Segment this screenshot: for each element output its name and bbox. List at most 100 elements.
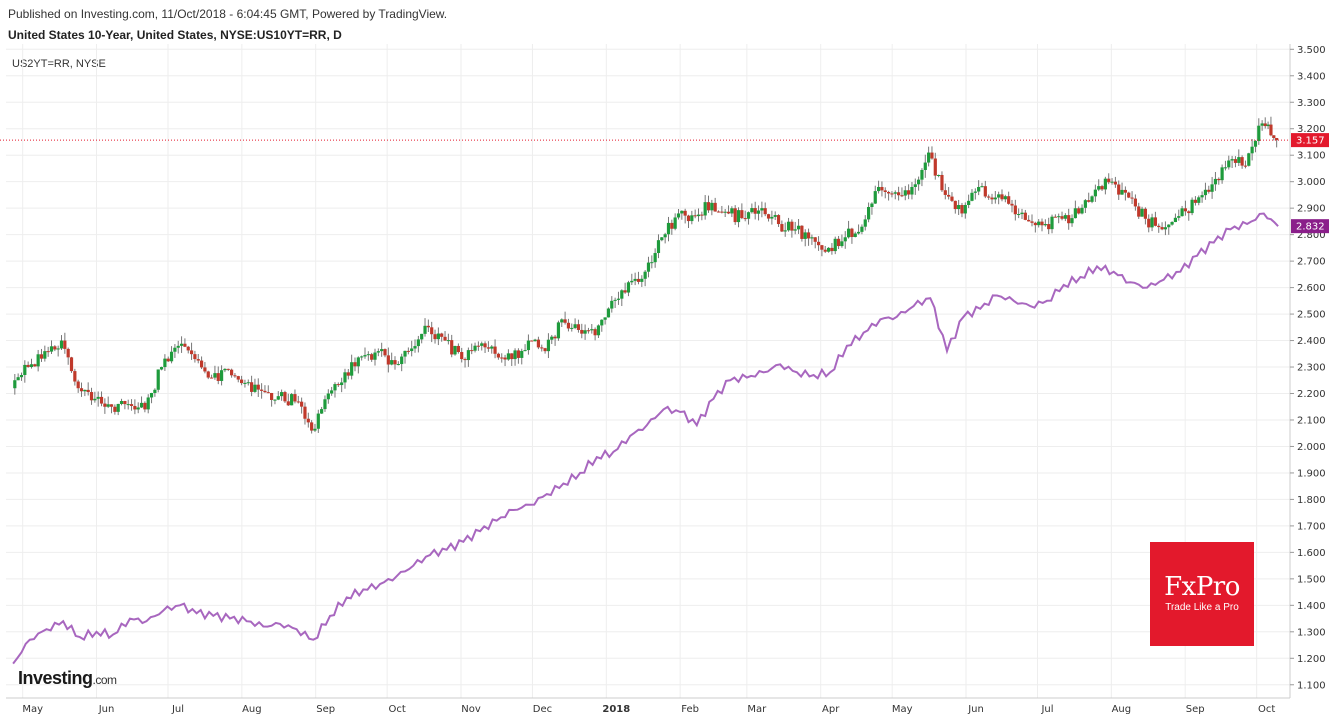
candle-body bbox=[570, 327, 574, 329]
candle-body bbox=[760, 208, 764, 211]
candle-body bbox=[546, 339, 551, 352]
candle-body bbox=[806, 232, 811, 239]
candle-body bbox=[530, 340, 534, 342]
candle-body bbox=[1257, 125, 1261, 141]
candle-body bbox=[1240, 157, 1244, 166]
candle-body bbox=[196, 359, 200, 361]
x-tick-label: Aug bbox=[242, 704, 262, 715]
candle-body bbox=[466, 350, 470, 361]
candle-body bbox=[1117, 184, 1121, 195]
candle-body bbox=[446, 340, 450, 342]
candle-body bbox=[1033, 222, 1037, 226]
candle-body bbox=[1147, 218, 1151, 228]
candle-body bbox=[39, 354, 44, 359]
candle-body bbox=[773, 215, 777, 217]
candle-body bbox=[393, 360, 397, 365]
candle-body bbox=[1230, 159, 1234, 161]
candle-body bbox=[743, 218, 747, 220]
candle-body bbox=[993, 197, 997, 200]
y-tick-label: 2.100 bbox=[1297, 415, 1326, 426]
candle-body bbox=[1272, 135, 1276, 138]
candle-body bbox=[266, 392, 270, 394]
candle-body bbox=[313, 428, 317, 431]
y-tick-label: 3.300 bbox=[1297, 98, 1326, 109]
candle-body bbox=[997, 194, 1001, 198]
candle-body bbox=[376, 351, 380, 353]
candle-body bbox=[917, 179, 921, 185]
candle-body bbox=[840, 241, 844, 247]
y-tick-label: 1.100 bbox=[1297, 680, 1326, 691]
candle-body bbox=[33, 364, 37, 367]
candle-body bbox=[416, 339, 420, 347]
candle-body bbox=[246, 382, 250, 384]
candle-body bbox=[860, 226, 864, 232]
published-caption: Published on Investing.com, 11/Oct/2018 … bbox=[8, 7, 448, 21]
candle-body bbox=[236, 376, 240, 380]
candle-body bbox=[400, 356, 404, 365]
candle-body bbox=[696, 214, 701, 217]
candle-body bbox=[596, 325, 601, 336]
candle-body bbox=[706, 202, 711, 211]
candle-body bbox=[366, 354, 370, 356]
candle-body bbox=[93, 398, 97, 401]
candle-body bbox=[1183, 208, 1188, 212]
candle-body bbox=[216, 373, 220, 381]
candle-body bbox=[716, 211, 721, 213]
candle-body bbox=[600, 319, 604, 326]
candle-body bbox=[206, 371, 210, 378]
compare-series bbox=[12, 212, 1279, 665]
candle-body bbox=[423, 325, 427, 334]
candle-body bbox=[213, 373, 217, 378]
candle-body bbox=[410, 348, 414, 352]
y-tick-label: 1.800 bbox=[1297, 495, 1326, 506]
compare-last-badge-text: 2.832 bbox=[1296, 222, 1325, 233]
candle-body bbox=[1063, 215, 1067, 219]
candle-body bbox=[930, 152, 934, 159]
candle-body bbox=[29, 364, 34, 368]
candle-body bbox=[923, 162, 927, 170]
candle-body bbox=[673, 217, 677, 229]
candle-body bbox=[800, 225, 804, 239]
candle-body bbox=[396, 364, 400, 366]
compare-line bbox=[12, 212, 1279, 665]
candle-body bbox=[260, 389, 264, 391]
candle-body bbox=[310, 422, 314, 431]
candle-body bbox=[543, 348, 547, 352]
candle-body bbox=[623, 290, 627, 293]
candle-body bbox=[286, 401, 290, 406]
price-axis[interactable]: 3.500 3.400 3.300 3.200 3.100 3.000 2.900 2.800… bbox=[1289, 44, 1326, 698]
candle-body bbox=[770, 216, 774, 219]
candle-body bbox=[383, 349, 387, 356]
x-tick-label: May bbox=[22, 704, 43, 715]
candle-body bbox=[296, 401, 300, 403]
candle-body bbox=[263, 390, 267, 393]
candle-body bbox=[676, 213, 681, 218]
candle-body bbox=[1140, 208, 1144, 217]
candle-body bbox=[500, 357, 504, 359]
candle-body bbox=[746, 212, 751, 219]
candle-body bbox=[250, 382, 254, 392]
candle-body bbox=[856, 231, 861, 234]
candle-body bbox=[1167, 224, 1171, 228]
candle-body bbox=[290, 394, 294, 406]
candle-body bbox=[496, 353, 500, 358]
candle-body bbox=[813, 237, 817, 242]
candle-body bbox=[650, 262, 654, 264]
time-axis[interactable]: May Jun Jul Aug Sep Oct Nov Dec 2018 Feb Mar Apr May… bbox=[6, 697, 1290, 715]
candle-body bbox=[556, 322, 561, 339]
candle-body bbox=[106, 404, 110, 407]
candle-body bbox=[740, 210, 744, 219]
candle-body bbox=[103, 403, 107, 407]
candle-body bbox=[967, 200, 971, 205]
candle-body bbox=[1050, 216, 1054, 230]
last-price-badge bbox=[1291, 133, 1329, 148]
candle-body bbox=[293, 394, 297, 402]
y-tick-label: 3.100 bbox=[1297, 151, 1326, 162]
y-tick-label: 2.400 bbox=[1297, 336, 1326, 347]
candle-body bbox=[436, 333, 440, 340]
candle-body bbox=[183, 343, 187, 347]
candle-body bbox=[1223, 167, 1228, 169]
candle-body bbox=[433, 334, 437, 340]
candle-body bbox=[836, 238, 841, 247]
